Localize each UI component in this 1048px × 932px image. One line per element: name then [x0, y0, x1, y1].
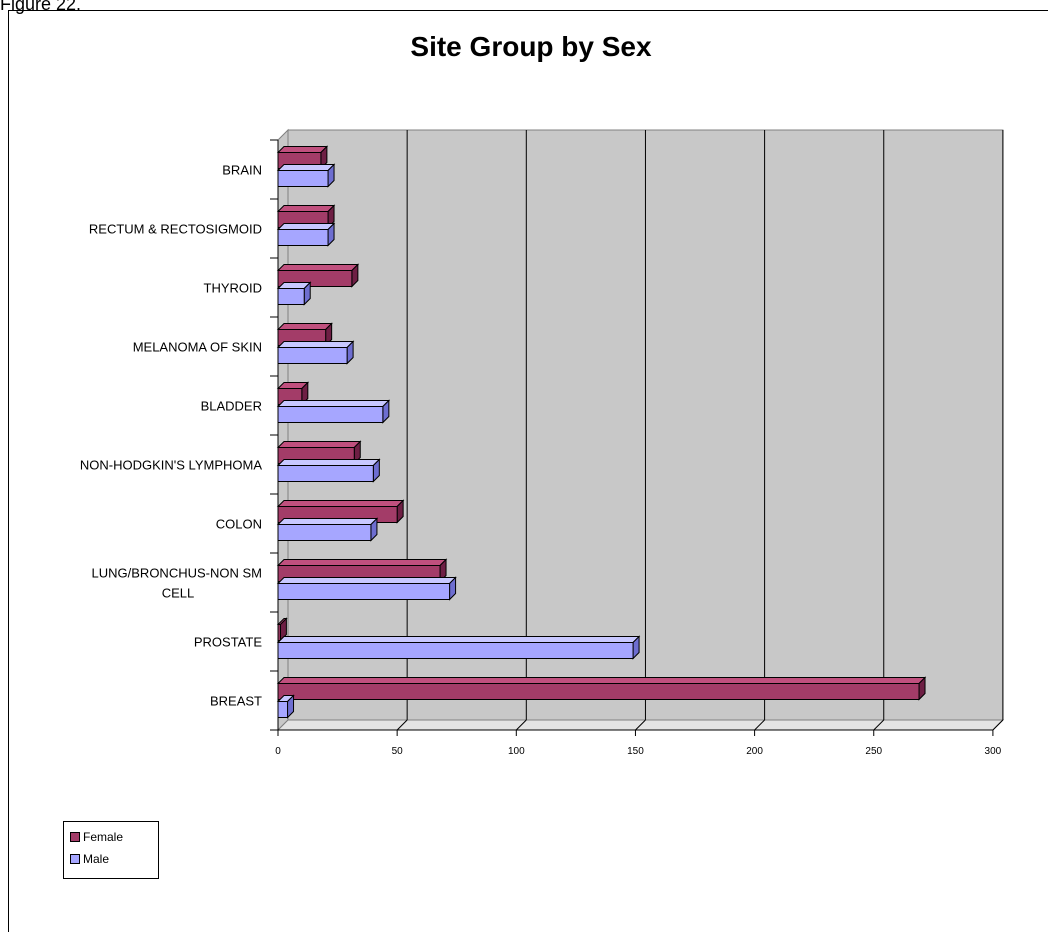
category-label: THYROID	[204, 281, 263, 296]
bar-male-7	[276, 576, 457, 601]
bar-male-6-front	[277, 524, 372, 541]
x-tick-label: 150	[627, 746, 644, 757]
x-tick-label: 250	[865, 746, 882, 757]
bar-male-7-top	[276, 577, 457, 584]
bar-female-5-top	[276, 441, 362, 448]
category-label: COLON	[216, 517, 262, 532]
category-label: BRAIN	[222, 163, 262, 178]
bar-male-6	[276, 517, 379, 542]
bar-female-9-front	[277, 683, 920, 700]
x-tick-label: 200	[746, 746, 763, 757]
bar-male-7-front	[277, 583, 451, 600]
x-tick-label: 300	[985, 746, 1002, 757]
bar-male-8-top	[276, 636, 641, 643]
bar-male-9	[276, 694, 295, 719]
category-label: BREAST	[210, 694, 262, 709]
grid-floor-line-250	[873, 719, 885, 731]
legend-swatch-female	[70, 831, 80, 842]
bar-male-5	[276, 458, 381, 483]
bar-female-2	[276, 263, 360, 288]
bar-female-9-top	[276, 677, 927, 684]
legend-swatch-male	[70, 853, 80, 864]
chart-frame	[8, 10, 1048, 932]
bar-female-9	[276, 676, 927, 701]
category-label: CELL	[162, 586, 195, 601]
chart-title: Site Group by Sex	[410, 31, 652, 62]
x-tick-label: 0	[275, 746, 281, 757]
bar-male-4	[276, 399, 391, 424]
legend-item-female: Female	[70, 830, 123, 844]
bar-male-8-front	[277, 642, 634, 659]
bar-female-3-top	[276, 323, 333, 330]
bar-male-2-front	[277, 288, 305, 305]
bar-female-7-top	[276, 559, 448, 566]
legend-label-female: Female	[83, 830, 124, 844]
grid-floor-line-50	[396, 719, 408, 731]
bar-female-2-top	[276, 264, 360, 271]
category-label: NON-HODGKIN'S LYMPHOMA	[80, 458, 262, 473]
x-tick-label: 50	[392, 746, 404, 757]
bar-female-0-top	[276, 146, 329, 153]
bar-male-8	[276, 635, 641, 660]
grid-floor-line-300	[992, 719, 1004, 731]
bar-female-1-top	[276, 205, 336, 212]
bar-male-0	[276, 163, 336, 188]
bar-male-3-front	[277, 347, 348, 364]
category-labels: BRAIN RECTUM & RECTOSIGMOID THYROID MELANOM…	[80, 163, 262, 709]
grid-floor-line-150	[635, 719, 646, 731]
bar-male-3-top	[276, 341, 355, 348]
legend-label-male: Male	[83, 852, 110, 866]
x-tick-label: 100	[508, 746, 525, 757]
category-label: RECTUM & RECTOSIGMOID	[89, 222, 262, 237]
bar-female-6-top	[276, 500, 405, 507]
category-label: LUNG/BRONCHUS-NON SM	[92, 566, 262, 581]
bar-male-2	[276, 281, 312, 306]
legend-item-male: Male	[70, 852, 109, 866]
grid-lines	[396, 130, 1004, 731]
bar-male-4-front	[277, 406, 384, 423]
bar-male-9-front	[277, 701, 289, 718]
bar-male-6-top	[276, 518, 379, 525]
bar-male-1	[276, 222, 336, 247]
bar-male-4-top	[276, 400, 391, 407]
bar-male-0-top	[276, 164, 336, 171]
grid-floor-line-100	[515, 719, 527, 731]
x-tick-labels: 0 50 100 150 200 250 300	[275, 746, 1001, 757]
bar-male-3	[276, 340, 355, 365]
bar-male-1-top	[276, 223, 336, 230]
bar-male-5-top	[276, 459, 381, 466]
axes	[270, 139, 994, 736]
category-label: BLADDER	[201, 399, 262, 414]
category-label: MELANOMA OF SKIN	[133, 340, 262, 355]
bar-male-0-front	[277, 170, 329, 187]
bar-male-1-front	[277, 229, 329, 246]
grid-floor-line-200	[754, 719, 765, 731]
legend: Female Male	[63, 821, 159, 879]
bar-male-5-front	[277, 465, 374, 482]
category-label: PROSTATE	[194, 635, 262, 650]
